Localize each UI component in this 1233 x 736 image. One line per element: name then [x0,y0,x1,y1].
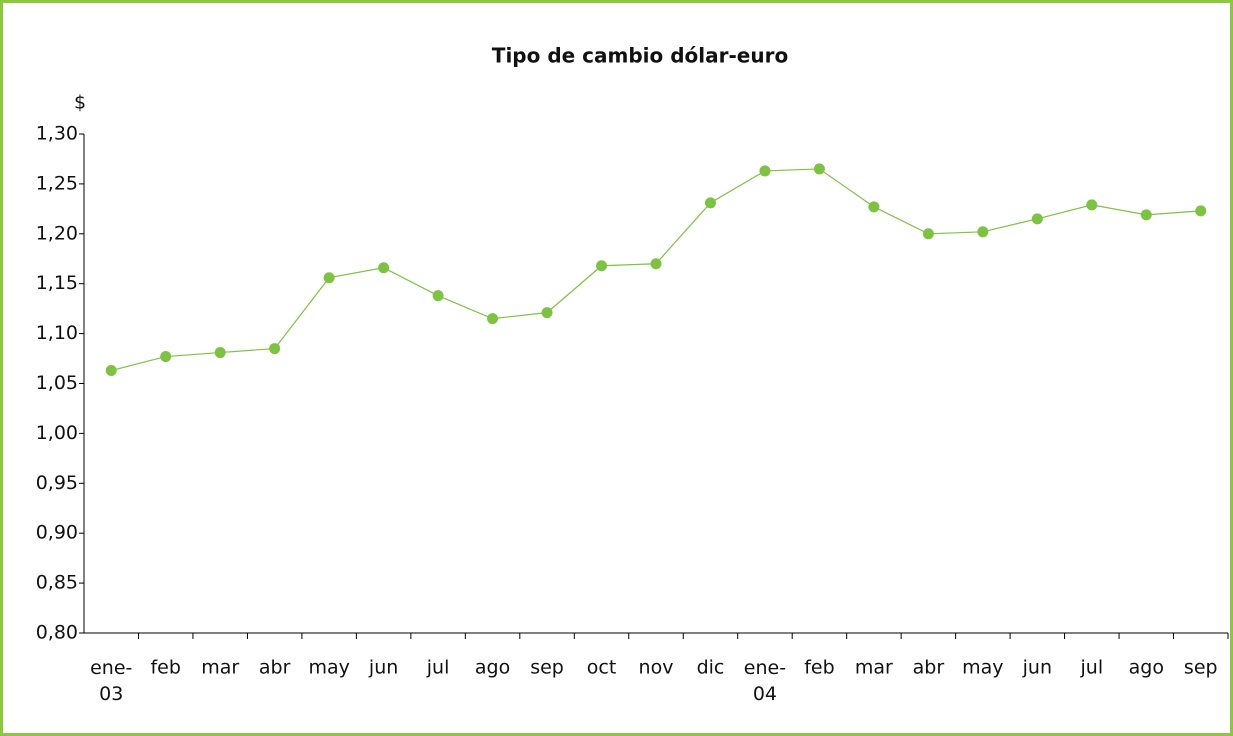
x-tick-label: jul [1080,657,1104,679]
x-tick-label: sep [530,657,564,679]
point [160,351,172,363]
x-tick-label: may [308,657,349,679]
x-tick-label: abr [259,657,291,679]
x-tick-label: nov [639,657,674,679]
x-tick-label: oct [587,657,617,679]
point [1031,213,1043,225]
point [378,262,390,274]
x-tick-label: abr [913,657,945,679]
x-tick-label: ago [475,657,510,679]
y-tick-label: 1,15 [36,272,78,294]
chart-title: Tipo de cambio dólar-euro [492,44,788,68]
point [541,307,553,319]
y-axis-label: $ [74,92,86,114]
x-tick-label: feb [804,657,834,679]
x-tick-label: jul [426,657,450,679]
point [323,272,335,284]
x-tick-label: mar [855,657,893,679]
line [111,168,1201,372]
y-tick-label: 1,00 [36,422,78,444]
point [1140,209,1152,221]
y-tick-label: 1,30 [36,123,78,145]
x-tick-label: jun [368,657,398,679]
point [1195,205,1207,217]
point [105,365,117,377]
y-tick-label: 0,90 [36,522,78,544]
point [432,290,444,302]
point [650,258,662,270]
y-tick-label: 0,80 [36,622,78,644]
x-tick-label: jun [1022,657,1052,679]
point [214,347,226,359]
x-tick-label: dic [697,657,725,679]
x-tick-label: feb [150,657,180,679]
point [759,165,771,177]
point [596,260,608,272]
y-tick-label: 1,25 [36,172,78,194]
x-tick-label: ene-03 [90,657,132,705]
y-tick-label: 1,05 [36,372,78,394]
point [269,343,281,355]
point [977,226,989,238]
y-tick-label: 1,20 [36,222,78,244]
x-tick-label: may [962,657,1003,679]
x-tick-label: ago [1129,657,1164,679]
point [704,197,716,209]
y-tick-label: 0,95 [36,472,78,494]
point [1086,199,1098,211]
point [922,228,934,240]
point [813,163,825,175]
point [868,201,880,213]
y-tick-label: 0,85 [36,572,78,594]
x-tick-label: ene-04 [744,657,786,705]
x-tick-label: sep [1184,657,1218,679]
y-tick-label: 1,10 [36,322,78,344]
x-tick-label: mar [201,657,239,679]
point [487,313,499,325]
